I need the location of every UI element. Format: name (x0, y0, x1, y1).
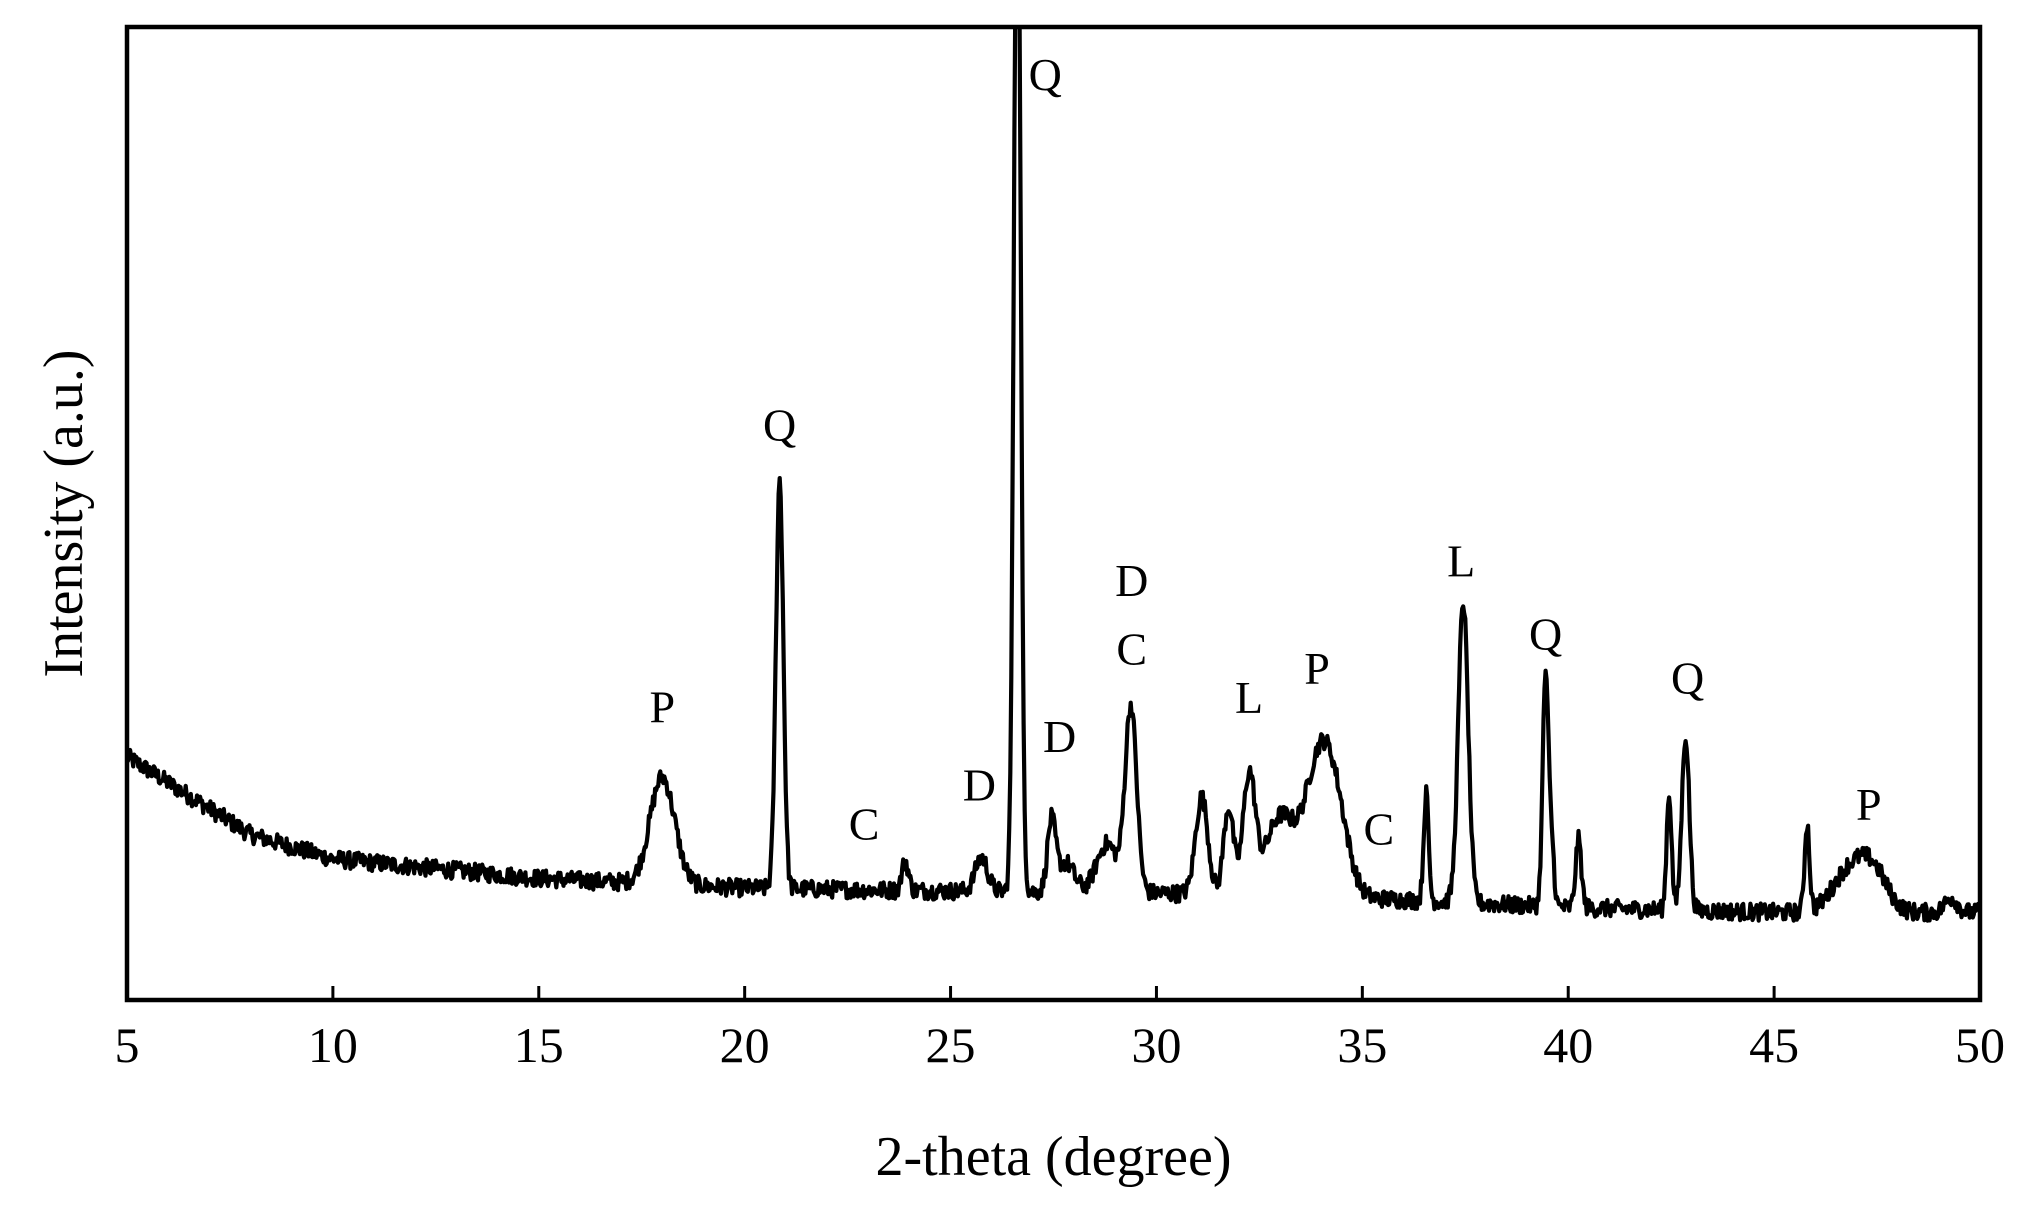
peak-label-d: D (1115, 555, 1148, 606)
x-tick-label: 30 (1131, 1017, 1181, 1073)
plot-frame (124, 24, 1983, 1003)
x-tick-label: 5 (115, 1017, 140, 1073)
peak-label-c: C (849, 798, 880, 849)
x-tick-label: 15 (514, 1017, 564, 1073)
peak-label-q: Q (1671, 653, 1704, 704)
x-tick-label: 10 (308, 1017, 358, 1073)
peak-label-q: Q (1529, 609, 1562, 660)
peak-label-l: L (1447, 536, 1475, 587)
peak-label-q: Q (1029, 49, 1062, 100)
peak-label-p: P (1304, 643, 1330, 694)
series-line (127, 27, 1980, 923)
peak-label-p: P (650, 682, 676, 733)
x-tick-label: 20 (720, 1017, 770, 1073)
peak-label-c: C (1116, 623, 1147, 674)
x-axis-title: 2-theta (degree) (876, 1126, 1232, 1188)
x-tick-label: 45 (1749, 1017, 1799, 1073)
peak-label-d: D (1043, 711, 1076, 762)
peak-label-l: L (1235, 672, 1263, 723)
peak-label-c: C (1363, 803, 1394, 854)
peak-label-q: Q (763, 400, 796, 451)
x-tick-label: 40 (1543, 1017, 1593, 1073)
x-tick-label: 50 (1955, 1017, 2005, 1073)
x-axis: 5 10 15 20 25 30 35 40 45 50 (115, 986, 2005, 1073)
peak-label-d: D (963, 760, 996, 811)
peak-label-p: P (1856, 779, 1882, 830)
x-tick-label: 25 (926, 1017, 976, 1073)
x-tick-label: 35 (1337, 1017, 1387, 1073)
y-axis-title: Intensity (a.u.) (33, 349, 95, 677)
